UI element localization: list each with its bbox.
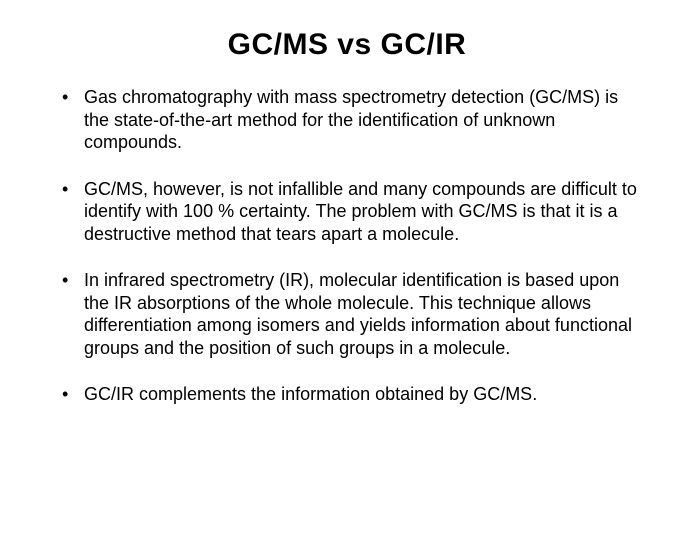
- list-item: In infrared spectrometry (IR), molecular…: [56, 269, 638, 359]
- bullet-list: Gas chromatography with mass spectrometr…: [56, 86, 638, 406]
- list-item: Gas chromatography with mass spectrometr…: [56, 86, 638, 154]
- list-item: GC/MS, however, is not infallible and ma…: [56, 178, 638, 246]
- slide-title: GC/MS vs GC/IR: [56, 28, 638, 62]
- list-item: GC/IR complements the information obtain…: [56, 383, 638, 406]
- slide-container: GC/MS vs GC/IR Gas chromatography with m…: [0, 0, 686, 544]
